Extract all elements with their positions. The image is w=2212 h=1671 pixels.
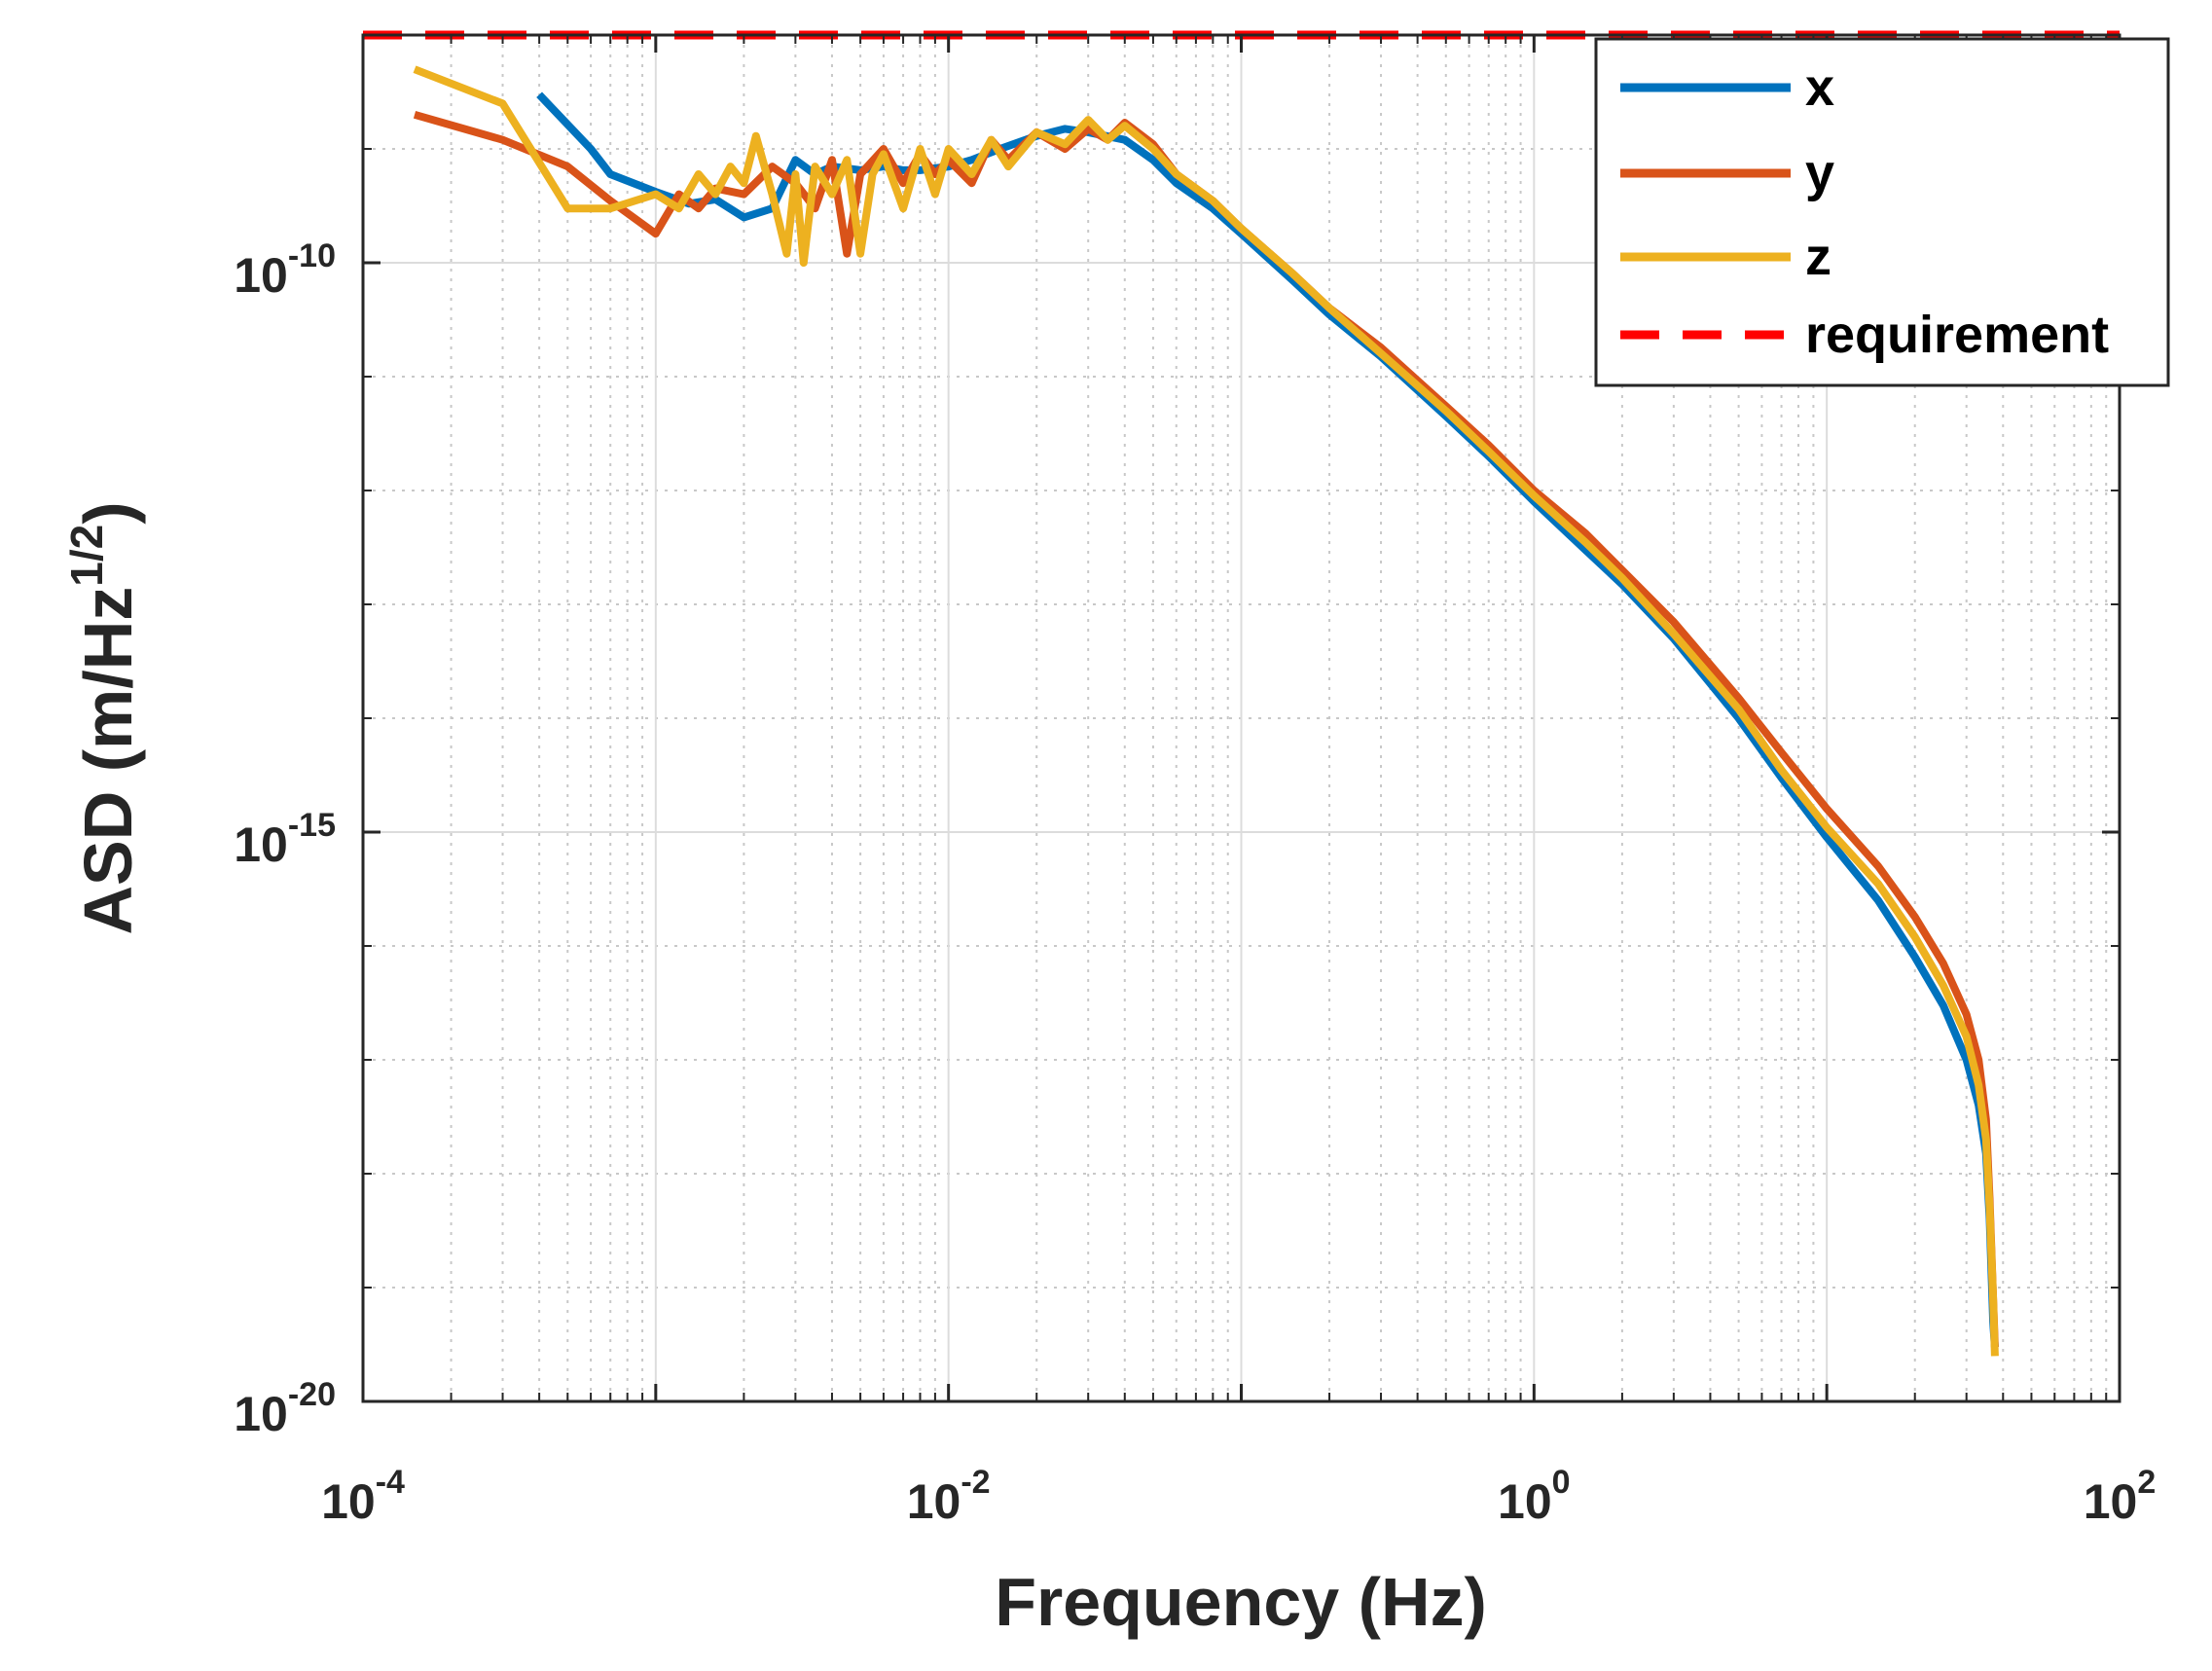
legend-label-y: y [1805, 144, 1834, 202]
x-tick-label: 100 [1498, 1464, 1571, 1529]
x-tick-label: 102 [2084, 1464, 2157, 1529]
legend-label-requirement: requirement [1805, 306, 2109, 364]
legend-label-z: z [1805, 228, 1831, 286]
legend-label-x: x [1805, 58, 1834, 117]
y-axis-title: ASD (m/Hz1/2) [61, 501, 146, 934]
legend: xyz requirement [1594, 37, 2170, 387]
y-tick-label: 10-10 [234, 237, 336, 303]
y-tick-labels: 10-20 10-15 10-10 [234, 237, 336, 1441]
legend-box [1594, 37, 2170, 387]
y-tick-label: 10-20 [234, 1376, 336, 1441]
x-tick-label: 10-2 [907, 1464, 991, 1529]
x-tick-label: 10-4 [321, 1464, 405, 1529]
major-grid [363, 35, 2120, 1401]
y-axis-title-base: ASD (m/Hz [70, 587, 146, 935]
x-axis-title: Frequency (Hz) [995, 1564, 1487, 1640]
y-axis-title-close: ) [70, 501, 146, 524]
y-axis-title-exp: 1/2 [61, 525, 112, 587]
series-line-z [413, 65, 1999, 1357]
x-tick-labels: 10-4 10-2 100 102 [321, 1464, 2156, 1529]
y-tick-label: 10-15 [234, 807, 336, 872]
